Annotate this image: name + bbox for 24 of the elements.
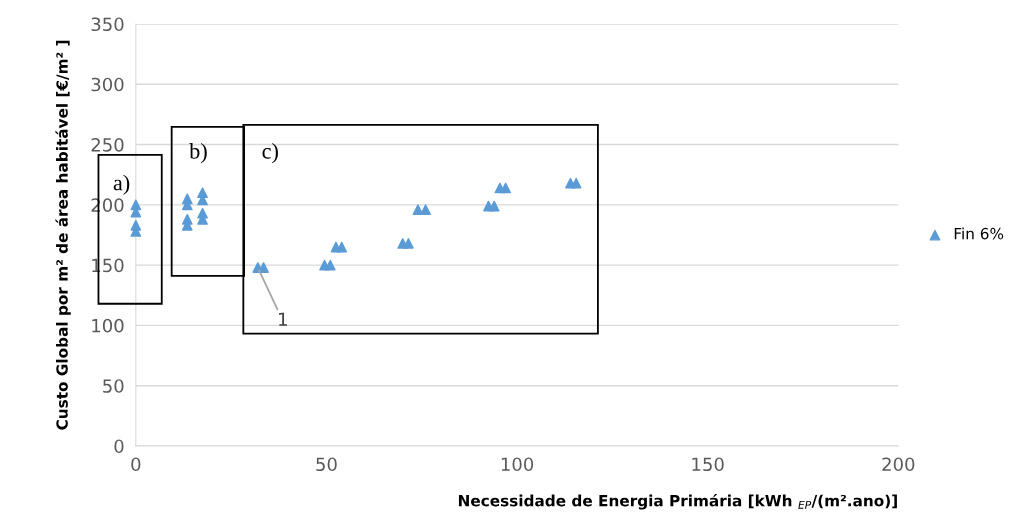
point — [570, 177, 582, 189]
legend-label: Fin 6% — [954, 227, 1004, 240]
annotation: c) — [262, 143, 278, 164]
x-tick-label: 200 — [882, 457, 915, 472]
annotation: 1 — [279, 312, 287, 326]
x-tick-label: 150 — [692, 457, 724, 472]
x-tick-label: 50 — [316, 457, 337, 472]
annotation: b) — [189, 143, 207, 164]
y-tick-label: 100 — [92, 318, 124, 333]
x-tick-label: 0 — [131, 457, 141, 472]
point — [500, 182, 511, 194]
y-tick-label: 0 — [114, 439, 124, 454]
y-tick-label: 300 — [91, 77, 124, 92]
y-tick-label: 50 — [103, 379, 124, 393]
text: a) — [113, 174, 130, 195]
y-tick-label: 350 — [91, 17, 124, 32]
y-tick-label: 250 — [91, 138, 124, 152]
y-axis-title: Custo Global por m² de área habitável [€/m² ] — [55, 40, 71, 430]
point — [403, 238, 414, 249]
point — [324, 259, 336, 271]
point — [488, 200, 500, 212]
x-axis-title: Necessidade de Energia Primária [kWh $_{EP}$/(m².ano)] — [458, 494, 897, 510]
x-tick-label: 100 — [501, 457, 534, 472]
point — [336, 241, 348, 253]
